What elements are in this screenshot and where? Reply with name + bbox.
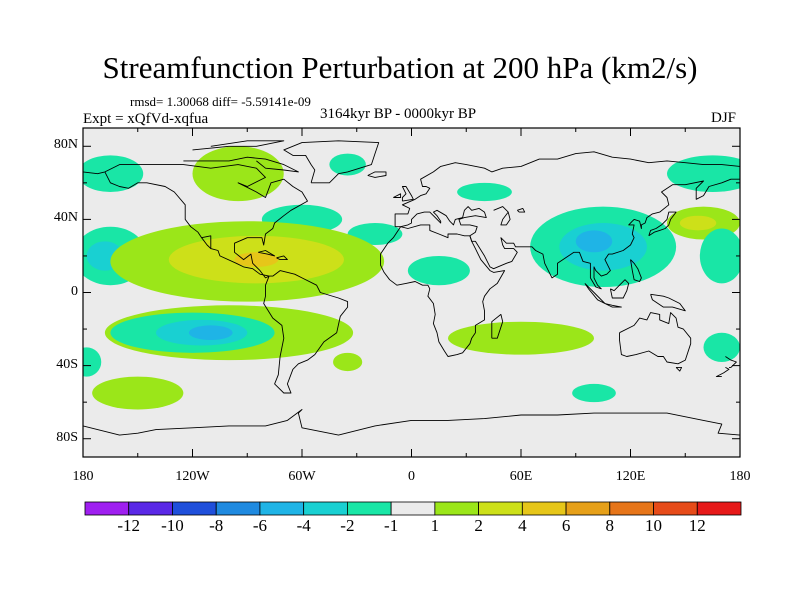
anomaly-west-pacific-core xyxy=(679,215,717,231)
colorbar-box xyxy=(259,501,305,516)
coastline-17 xyxy=(609,279,630,299)
anomaly-asia-core xyxy=(575,230,613,253)
anomaly-sahara xyxy=(407,255,470,286)
x-tick-label: 60W xyxy=(288,469,316,484)
colorbar-box xyxy=(303,501,348,516)
colorbar-box xyxy=(565,501,611,516)
anomaly-far-west-south xyxy=(83,347,102,377)
coastline-7 xyxy=(395,178,740,290)
coastline-18 xyxy=(650,293,686,312)
coastline-5 xyxy=(394,151,740,227)
colorbar-box xyxy=(172,501,217,516)
colorbar-box xyxy=(390,501,436,516)
y-tick-label: 80S xyxy=(56,429,78,445)
coastline-11 xyxy=(675,366,683,372)
colorbar-label: 1 xyxy=(430,516,440,535)
coastline-20 xyxy=(401,186,414,202)
colorbar-label: -2 xyxy=(340,516,355,535)
colorbar-label: 4 xyxy=(518,516,527,535)
axis-ticks xyxy=(82,128,741,457)
coastline-27 xyxy=(83,409,740,436)
colorbar-box xyxy=(84,501,130,516)
anomaly-sw-pacific xyxy=(703,332,740,362)
coastline-13 xyxy=(715,367,730,378)
anomaly-layer xyxy=(83,146,740,410)
anomaly-indian-ocean xyxy=(448,321,594,355)
coastline-2 xyxy=(283,140,380,184)
coastline-26 xyxy=(516,207,526,213)
colorbar-label: 2 xyxy=(474,516,483,535)
colorbar-label: -10 xyxy=(161,516,184,535)
anomaly-australia-south xyxy=(572,383,616,403)
y-tick-label: 0 xyxy=(71,283,78,299)
anomaly-south-pacific-core xyxy=(188,325,233,341)
colorbar-label: -8 xyxy=(209,516,224,535)
colorbar-label: 10 xyxy=(645,516,663,535)
coastline-24 xyxy=(276,255,288,261)
anomaly-south-pacific-far xyxy=(92,376,184,410)
coastline-21 xyxy=(393,193,402,198)
anomaly-south-atlantic-small xyxy=(333,352,363,372)
colorbar-label: -6 xyxy=(252,516,267,535)
anomaly-mediterranean xyxy=(457,182,512,202)
colorbar-label: -1 xyxy=(384,516,399,535)
anomaly-greenland-east xyxy=(329,153,366,176)
anomaly-north-far-east xyxy=(667,155,740,192)
x-tick-label: 180 xyxy=(72,469,94,484)
coastline-23 xyxy=(258,250,276,257)
coastline-12 xyxy=(725,356,737,368)
coastline-4 xyxy=(192,140,285,151)
coastline-19 xyxy=(630,259,642,282)
coastline-10 xyxy=(619,312,692,365)
anomaly-north-pacific xyxy=(83,155,144,192)
colorbar-box xyxy=(653,501,698,516)
colorbar-label: -12 xyxy=(117,516,141,535)
experiment-label: Expt = xQfVd-xqfua xyxy=(83,111,209,127)
anomaly-central-pacific xyxy=(699,228,740,284)
y-tick-label: 40S xyxy=(56,356,78,372)
x-tick-label: 180 xyxy=(729,469,751,484)
colorbar-box xyxy=(696,501,742,516)
colorbar-box xyxy=(128,501,173,516)
coastline-1 xyxy=(201,237,212,249)
colorbar-label: 6 xyxy=(561,516,571,535)
x-tick-label: 60E xyxy=(509,469,533,484)
coastline-0 xyxy=(104,164,349,394)
coastline-22 xyxy=(367,171,387,178)
colorbar-box xyxy=(346,501,392,516)
coastline-25 xyxy=(493,206,511,226)
coastline-8 xyxy=(380,224,506,357)
colorbar-box xyxy=(521,501,567,516)
x-tick-label: 0 xyxy=(408,469,415,484)
y-tick-label: 80N xyxy=(53,137,78,153)
coastline-16 xyxy=(604,303,622,308)
anomaly-canada xyxy=(192,146,284,202)
colorbar-label: 12 xyxy=(688,516,706,535)
colorbar-box xyxy=(215,501,261,516)
coastline-3 xyxy=(183,156,299,173)
colorbar xyxy=(84,501,742,516)
coastline-6 xyxy=(83,171,106,175)
colorbar-label: -4 xyxy=(296,516,311,535)
plot-title: Streamfunction Perturbation at 200 hPa (… xyxy=(102,50,698,85)
stats-text: rmsd= 1.30068 diff= -5.59141e-09 xyxy=(130,94,311,109)
x-tick-label: 120E xyxy=(615,469,646,484)
period-label: 3164kyr BP - 0000kyr BP xyxy=(320,106,477,122)
coastline-9 xyxy=(491,313,504,339)
colorbar-label: 8 xyxy=(605,516,615,535)
coastline-15 xyxy=(584,283,606,304)
y-tick-label: 40N xyxy=(53,210,78,226)
anomaly-tropical-americas-core xyxy=(234,252,279,267)
coastline-14 xyxy=(648,211,677,237)
season-label: DJF xyxy=(711,110,737,126)
coastline-layer xyxy=(83,140,740,436)
colorbar-box xyxy=(478,501,523,516)
x-tick-label: 120W xyxy=(175,469,210,484)
colorbar-box xyxy=(434,501,480,516)
colorbar-box xyxy=(609,501,654,516)
